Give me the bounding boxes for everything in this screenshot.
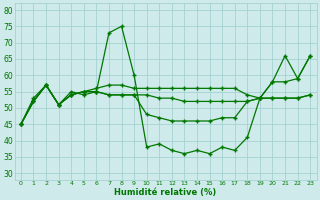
X-axis label: Humidité relative (%): Humidité relative (%) [115, 188, 217, 197]
